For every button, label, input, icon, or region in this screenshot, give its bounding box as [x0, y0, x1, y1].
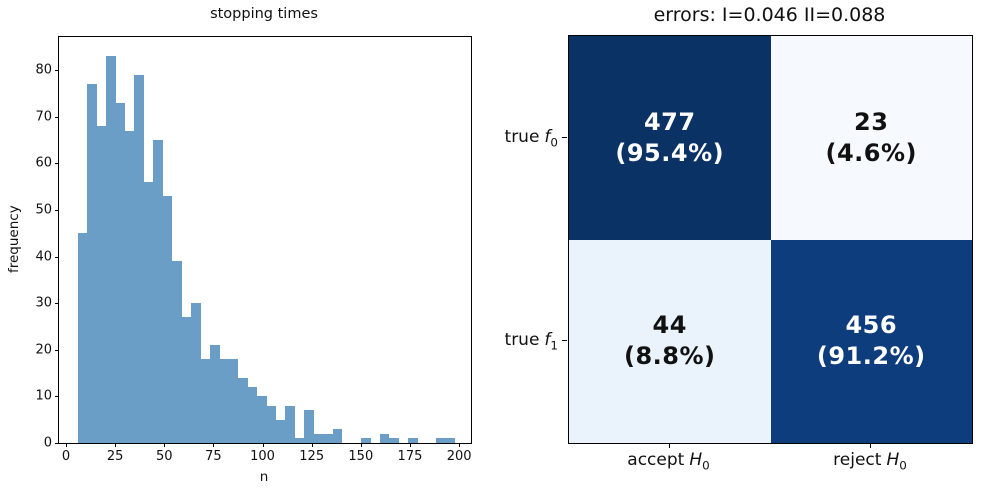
y-axis-tick-label: 70: [35, 109, 52, 125]
row-label-true-f1: true f1: [504, 330, 558, 353]
x-axis-tick-label: 150: [348, 449, 374, 464]
hist-bar: [332, 429, 343, 443]
histogram-ylabel: frequency: [6, 205, 22, 273]
x-axis-tick: [409, 443, 411, 447]
hist-bar: [379, 433, 390, 443]
x-axis-tick: [66, 443, 67, 447]
y-axis-tick-label: 80: [35, 62, 52, 78]
y-axis-tick: [55, 116, 59, 118]
hist-bar: [436, 438, 447, 443]
hist-bar: [285, 405, 296, 443]
cell-count: 477: [643, 107, 696, 136]
confusion-matrix: 477 (95.4%) 23 (4.6%) 44 (8.8%) 456 (91.…: [568, 35, 973, 444]
hist-bar: [275, 419, 286, 443]
x-axis-tick-label: 175: [397, 449, 423, 464]
x-axis-tick-label: 25: [106, 449, 124, 464]
x-axis-tick-label: 75: [205, 449, 222, 464]
y-axis-tick: [55, 443, 59, 444]
hist-bar: [228, 359, 239, 443]
col-label-accept-h0: accept H0: [627, 450, 710, 473]
hist-bar: [153, 140, 163, 443]
y-axis-tick: [55, 303, 59, 305]
histogram-axes: 0 25 50 75 100 125 150 175 200 0 10 20 30 40 50 60 70 80: [35, 36, 472, 464]
cell-count: 44: [652, 311, 687, 340]
y-axis-tick: [55, 396, 59, 398]
y-axis-tick: [55, 163, 59, 165]
hist-bar: [77, 233, 88, 443]
hist-bar: [323, 433, 333, 443]
y-axis-tick-label: 50: [35, 202, 52, 218]
histogram-xlabel: n: [259, 469, 269, 485]
x-axis-tick-label: 100: [250, 449, 275, 464]
hist-bar: [172, 261, 182, 443]
cell-percent: (8.8%): [624, 342, 716, 371]
hist-bar: [360, 438, 371, 443]
hist-bar: [257, 396, 267, 443]
y-axis-tick: [55, 349, 59, 351]
row-tick: [562, 340, 567, 342]
cell-true-f1-accept: 44 (8.8%): [569, 239, 771, 443]
row-label-true-f0: true f0: [504, 126, 558, 150]
hist-bar: [408, 438, 418, 443]
hist-bar: [445, 438, 456, 443]
x-axis-tick-label: 50: [155, 449, 173, 464]
x-axis-tick-label: 125: [299, 449, 325, 464]
row-tick: [562, 136, 567, 138]
hist-bar: [219, 359, 230, 443]
x-axis-tick: [164, 443, 166, 447]
y-axis-tick: [55, 70, 59, 72]
hist-bar: [115, 102, 126, 443]
col-tick: [668, 443, 670, 448]
col-label-reject-h0: reject H0: [833, 450, 907, 473]
hist-bar: [294, 438, 305, 443]
x-axis-tick: [459, 443, 461, 447]
x-axis-tick: [115, 443, 117, 447]
hist-bar: [266, 405, 277, 443]
y-axis-tick: [55, 210, 59, 212]
hist-bar: [162, 196, 173, 443]
cell-true-f0-accept: 477 (95.4%): [569, 36, 771, 240]
cell-percent: (4.6%): [825, 138, 917, 167]
hist-bar: [247, 387, 258, 443]
hist-bar: [124, 130, 135, 443]
hist-bar: [181, 317, 192, 443]
hist-bar: [143, 182, 154, 443]
hist-bar: [238, 377, 248, 443]
x-axis-tick: [213, 443, 215, 447]
x-axis-tick: [360, 443, 362, 447]
cell-percent: (91.2%): [816, 342, 926, 371]
histogram-title: stopping times: [210, 6, 318, 22]
col-tick: [870, 443, 872, 448]
y-axis-tick-label: 30: [35, 295, 52, 311]
hist-bar: [200, 359, 211, 443]
hist-bar: [96, 126, 107, 443]
hist-bar: [134, 74, 145, 443]
hist-bar: [87, 84, 97, 443]
cell-percent: (95.4%): [615, 138, 725, 167]
y-axis-tick-label: 10: [35, 388, 52, 404]
hist-bar: [389, 438, 399, 443]
x-axis-tick-label: 200: [446, 449, 472, 464]
hist-bar: [304, 410, 314, 443]
hist-bar: [313, 433, 324, 443]
cell-count: 456: [845, 311, 898, 340]
hist-bar: [209, 345, 220, 443]
x-axis-tick: [311, 443, 313, 447]
hist-bar: [106, 56, 116, 443]
cell-true-f1-reject: 456 (91.2%): [770, 239, 972, 443]
x-axis-tick-label: 0: [61, 449, 71, 464]
y-axis-tick-label: 20: [35, 342, 52, 358]
y-axis-tick: [55, 256, 59, 258]
y-axis-tick-label: 60: [35, 155, 52, 171]
hist-bar: [191, 303, 201, 443]
cell-true-f0-reject: 23 (4.6%): [770, 36, 972, 240]
y-axis-tick-label: 40: [35, 249, 52, 265]
cell-count: 23: [854, 107, 889, 136]
x-axis-tick: [262, 443, 264, 447]
y-axis-tick-label: 0: [43, 435, 52, 451]
confusion-matrix-title: errors: I=0.046 II=0.088: [653, 4, 886, 26]
